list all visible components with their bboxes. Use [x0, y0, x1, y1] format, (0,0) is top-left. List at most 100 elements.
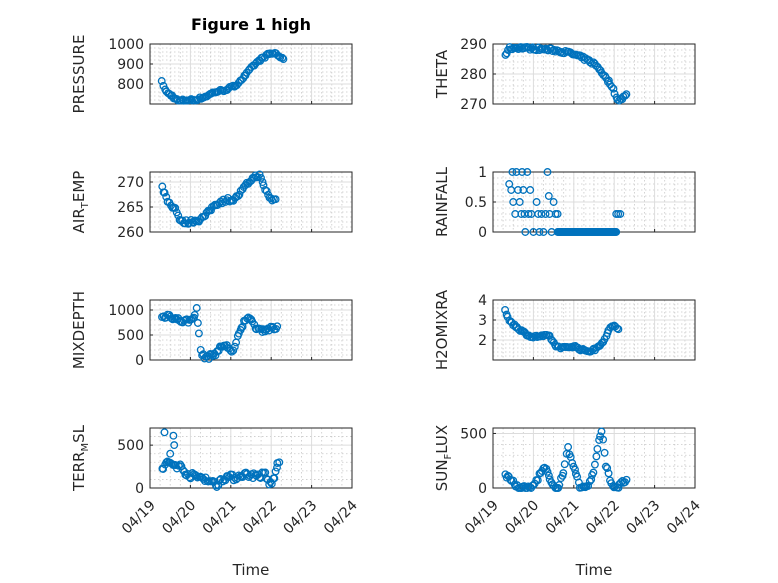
- data-point: [613, 324, 622, 333]
- data-point: [589, 344, 598, 353]
- axes-box: [149, 43, 353, 105]
- data-point: [599, 435, 608, 444]
- data-point: [549, 198, 558, 206]
- y-tick-label: 0: [478, 225, 487, 241]
- x-tick-label: 04/19: [462, 498, 502, 538]
- data-point: [590, 460, 599, 469]
- data-point: [226, 346, 235, 355]
- x-axis-label-right: Time: [575, 561, 613, 579]
- x-tick-label: 04/19: [119, 498, 159, 538]
- data-point: [584, 482, 593, 490]
- data-point: [551, 47, 560, 56]
- data-point: [587, 475, 596, 484]
- data-point: [622, 90, 631, 99]
- y-tick-label: 0: [135, 353, 144, 369]
- data-point: [508, 168, 517, 176]
- data-point: [230, 342, 239, 351]
- data-point: [595, 436, 604, 444]
- y-axis-label: H2OMIXRA: [433, 289, 451, 370]
- data-point: [604, 76, 613, 85]
- data-point: [559, 469, 568, 478]
- data-point: [537, 210, 546, 218]
- y-tick-label: 2: [478, 333, 487, 349]
- figure-title: Figure 1 high: [191, 15, 311, 34]
- data-point: [535, 228, 544, 236]
- data-point: [237, 323, 246, 332]
- data-point: [216, 475, 225, 483]
- data-point: [622, 475, 631, 484]
- subplot-air-temp: 260 265 270 AIRTEMP: [70, 170, 353, 241]
- data-point: [275, 458, 284, 467]
- data-point: [159, 465, 168, 473]
- y-tick-label: 290: [460, 37, 487, 53]
- data-point: [521, 228, 530, 236]
- y-tick-label: 1: [478, 165, 487, 181]
- data-point: [541, 210, 550, 218]
- data-point: [534, 210, 543, 218]
- axes-box: [149, 427, 353, 489]
- data-point: [539, 228, 548, 236]
- data-point: [543, 168, 552, 176]
- data-point: [170, 441, 179, 450]
- subplot-terr-msl: 0 500 TERRMSL 04/19 04/20 04/21 04/22 04/23 04/2…: [70, 424, 361, 537]
- data-point: [171, 203, 180, 212]
- data-point: [193, 319, 202, 327]
- data-point: [279, 55, 288, 64]
- data-point: [166, 449, 175, 458]
- data-point: [232, 338, 241, 347]
- data-point: [160, 428, 169, 437]
- data-point: [621, 91, 630, 100]
- y-axis-label: TERRMSL: [70, 424, 91, 492]
- x-tick-label: 04/23: [624, 498, 664, 538]
- y-tick-label: 500: [460, 426, 487, 442]
- data-point: [255, 170, 264, 179]
- data-point: [271, 467, 280, 476]
- x-tick-label: 04/22: [583, 498, 623, 538]
- y-tick-label: 1000: [108, 303, 144, 319]
- y-axis-label: THETA: [433, 49, 451, 99]
- axes-box: [149, 171, 353, 233]
- data-point: [600, 448, 609, 457]
- data-point: [601, 462, 610, 471]
- y-tick-label: 4: [478, 293, 487, 309]
- data-point: [603, 464, 612, 473]
- y-axis-label: MIXDEPTH: [70, 291, 88, 369]
- y-axis-label: AIRTEMP: [70, 171, 91, 234]
- x-tick-label: 04/20: [502, 498, 542, 538]
- y-tick-label: 280: [460, 67, 487, 83]
- data-point: [517, 210, 526, 218]
- axes-box: [149, 299, 353, 361]
- data-point: [271, 195, 280, 204]
- x-tick-label: 04/21: [543, 498, 583, 538]
- subplot-sun-flux: 0 500 SUNFLUX 04/19 04/20 04/21 04/22 04/23 04/2…: [433, 425, 704, 538]
- data-point: [523, 168, 532, 176]
- subplot-h2omixra: 2 3 4 H2OMIXRA: [433, 289, 696, 370]
- data-point: [258, 178, 267, 187]
- x-tick-label: 04/24: [321, 497, 361, 537]
- y-tick-label: 3: [478, 313, 487, 329]
- x-tick-label: 04/20: [159, 498, 199, 538]
- y-tick-label: 1000: [108, 37, 144, 53]
- y-axis-label: PRESSURE: [70, 35, 88, 114]
- data-point: [192, 304, 201, 312]
- y-tick-label: 0: [135, 481, 144, 497]
- data-point: [157, 77, 166, 85]
- data-point: [587, 59, 596, 68]
- data-point: [544, 471, 553, 480]
- data-point: [555, 481, 564, 489]
- data-point: [526, 186, 535, 194]
- subplot-rainfall: 0 0.5 1 RAINFALL: [433, 165, 696, 241]
- data-point: [212, 483, 221, 491]
- data-point: [568, 459, 577, 467]
- data-point: [612, 228, 621, 236]
- data-point: [592, 452, 601, 461]
- data-point: [514, 186, 522, 194]
- data-point: [614, 325, 623, 334]
- x-axis-label-left: Time: [232, 561, 270, 579]
- y-tick-label: 265: [117, 200, 144, 216]
- data-point: [262, 187, 271, 195]
- y-tick-label: 800: [117, 77, 144, 93]
- data-point: [169, 431, 178, 440]
- data-point: [162, 192, 171, 201]
